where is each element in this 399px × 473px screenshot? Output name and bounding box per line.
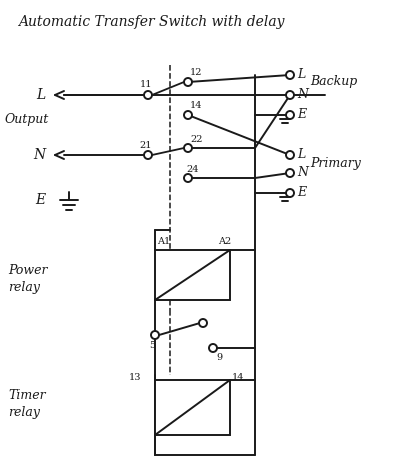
Text: Backup: Backup [310,76,357,88]
Text: N: N [297,166,308,179]
Text: E: E [297,186,306,200]
Circle shape [184,111,192,119]
Text: L: L [297,149,305,161]
Text: L: L [36,88,45,102]
Text: 14: 14 [190,102,203,111]
Text: L: L [297,69,305,81]
Text: 5: 5 [149,341,155,350]
Text: A1: A1 [157,237,170,246]
Text: E: E [297,108,306,122]
Text: relay: relay [8,280,40,294]
Circle shape [144,91,152,99]
Text: N: N [33,148,45,162]
Text: 21: 21 [140,140,152,149]
Circle shape [286,111,294,119]
Bar [155,250,230,300]
Text: 11: 11 [140,80,152,89]
Text: 9: 9 [216,353,222,362]
Text: E: E [35,193,45,207]
Circle shape [286,91,294,99]
Text: A2: A2 [218,237,231,246]
Bar [155,380,230,435]
Circle shape [184,174,192,182]
Circle shape [144,151,152,159]
Text: Primary: Primary [310,158,361,170]
Text: Output: Output [5,114,49,126]
Text: 24: 24 [186,165,198,174]
Text: Timer: Timer [8,388,45,402]
Text: Automatic Transfer Switch with delay: Automatic Transfer Switch with delay [18,15,284,29]
Circle shape [199,319,207,327]
Circle shape [151,331,159,339]
Text: 12: 12 [190,69,203,78]
Circle shape [286,151,294,159]
Text: 14: 14 [232,373,245,382]
Circle shape [286,169,294,177]
Circle shape [209,344,217,352]
Text: N: N [297,88,308,102]
Circle shape [184,144,192,152]
Text: 22: 22 [190,134,203,143]
Text: 13: 13 [128,373,141,382]
Circle shape [286,71,294,79]
Circle shape [184,78,192,86]
Text: Power: Power [8,263,47,277]
Text: relay: relay [8,405,40,419]
Circle shape [286,189,294,197]
